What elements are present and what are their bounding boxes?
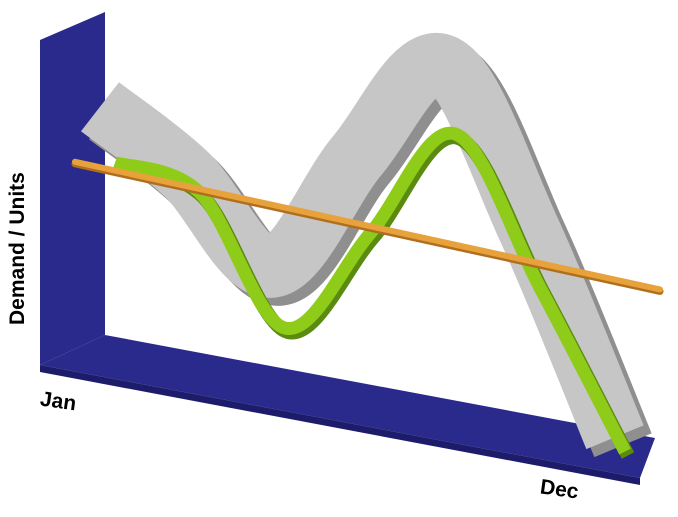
- x-tick-label-start: Jan: [38, 387, 78, 416]
- y-axis-label: Demand / Units: [6, 172, 29, 325]
- y-axis-wall: [40, 12, 105, 365]
- x-axis-floor: [40, 335, 655, 478]
- x-axis-floor-edge: [40, 365, 640, 485]
- trend-line: [72, 158, 663, 293]
- x-tick-label-end: Dec: [538, 475, 581, 504]
